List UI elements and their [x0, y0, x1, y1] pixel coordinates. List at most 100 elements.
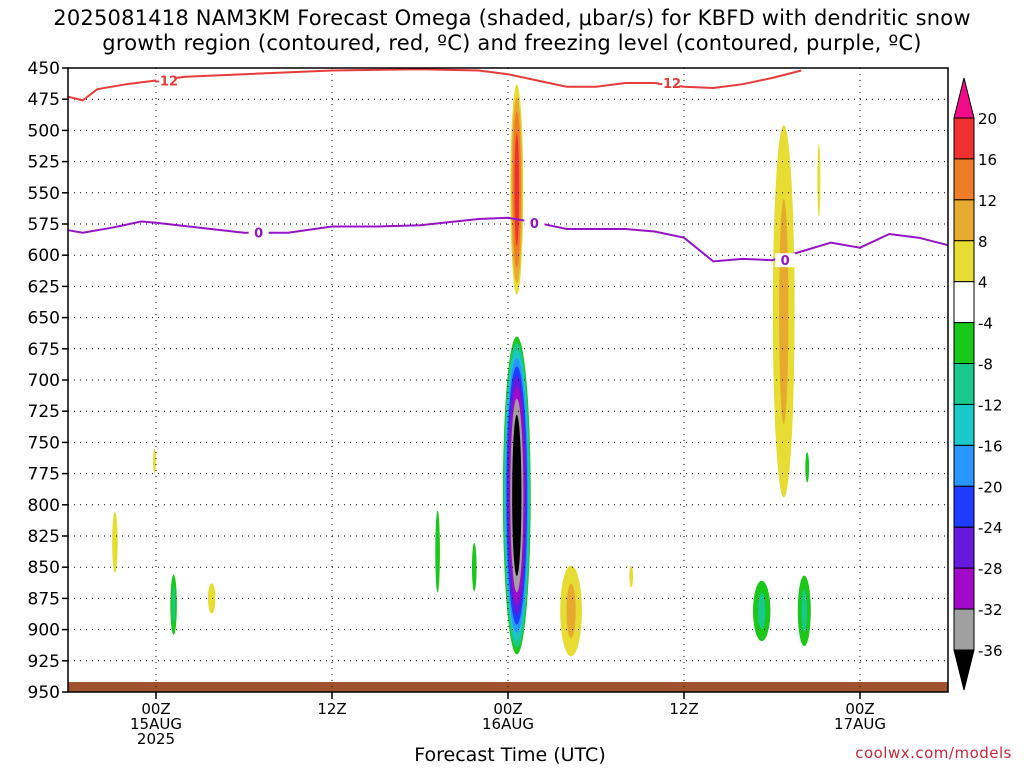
- colorbar-label-7: -12: [978, 396, 1003, 414]
- y-tick-label-500: 500: [28, 121, 60, 141]
- colorbar-band-10: [953, 485, 975, 528]
- y-tick-label-850: 850: [28, 558, 60, 578]
- colorbar-label-4: 4: [978, 274, 988, 292]
- y-tick-label-900: 900: [28, 621, 60, 641]
- dgz-contour-label-bg-1: [659, 75, 680, 90]
- dgz-contour-label-0: -12: [155, 74, 179, 89]
- omega-feature-13: [629, 565, 634, 588]
- x-tick-label-0-1: 15AUG: [130, 715, 182, 733]
- colorbar-top-arrow: [953, 77, 975, 119]
- colorbar-label-12: -32: [978, 601, 1003, 619]
- y-axis: 450 475 500 525 550 575 600 625 650 675 700 725 750 7…: [28, 59, 68, 703]
- colorbar-band-4: [953, 240, 975, 283]
- colorbar-band-3: [953, 199, 975, 242]
- x-tick-label-24-0: 00Z: [493, 700, 522, 718]
- omega-contour-9-1: [758, 592, 766, 630]
- omega-contour-2-1: [779, 198, 789, 424]
- y-tick-label-575: 575: [28, 215, 60, 235]
- colorbar-band-7: [953, 363, 975, 405]
- colorbar-label-13: -36: [978, 642, 1003, 660]
- colorbar-label-9: -20: [978, 478, 1003, 496]
- y-tick-label-800: 800: [28, 496, 60, 516]
- omega-contour-4-0: [112, 511, 118, 573]
- freezing-contour-label-2: 0: [781, 254, 790, 269]
- omega-contour-7-0: [471, 542, 477, 592]
- omega-contour-10-1: [801, 589, 808, 633]
- y-tick-label-950: 950: [28, 683, 60, 703]
- y-tick-label-550: 550: [28, 184, 60, 204]
- x-tick-label-36-0: 12Z: [669, 700, 698, 718]
- colorbar-band-5: [953, 281, 975, 324]
- colorbar-band-12: [953, 567, 975, 610]
- colorbar-bottom-arrow: [953, 649, 975, 691]
- colorbar-label-8: -16: [978, 437, 1003, 455]
- omega-feature-3: [817, 143, 821, 217]
- omega-feature-7: [471, 542, 477, 592]
- grid-lines: [68, 68, 948, 692]
- freezing-contour: 0 0 0: [67, 215, 949, 269]
- colorbar-band-6: [953, 322, 975, 365]
- omega-contour-13-0: [629, 565, 634, 588]
- chart-title: 2025081418 NAM3KM Forecast Omega (shaded…: [53, 6, 971, 55]
- y-tick-label-625: 625: [28, 277, 60, 297]
- omega-feature-6: [435, 510, 440, 593]
- colorbar-label-2: 12: [978, 192, 997, 210]
- colorbar-label-10: -24: [978, 519, 1003, 537]
- omega-feature-5: [208, 583, 216, 614]
- freezing-contour-label-bg-0: [248, 225, 269, 240]
- colorbar-band-2: [953, 158, 975, 201]
- y-tick-label-675: 675: [28, 340, 60, 360]
- colorbar-band-9: [953, 444, 975, 487]
- omega-feature-10: [797, 575, 811, 647]
- colorbar-label-11: -28: [978, 560, 1003, 578]
- colorbar-band-1: [953, 117, 975, 160]
- y-tick-label-475: 475: [28, 90, 60, 110]
- x-tick-label-0-0: 00Z: [141, 700, 170, 718]
- colorbar-band-8: [953, 403, 975, 446]
- omega-contour-14-1: [172, 586, 176, 623]
- omega-contour-8-1: [566, 583, 576, 639]
- y-tick-label-925: 925: [28, 652, 60, 672]
- omega-contour-0-3: [514, 133, 520, 246]
- site-credit[interactable]: coolwx.com/models: [855, 744, 1012, 762]
- y-tick-label-650: 650: [28, 309, 60, 329]
- omega-contour-6-0: [435, 510, 440, 593]
- omega-contour-11-0: [805, 452, 810, 483]
- freezing-contour-label-bg-1: [524, 215, 545, 230]
- y-tick-label-750: 750: [28, 433, 60, 453]
- colorbar-label-3: 8: [978, 233, 988, 251]
- y-tick-label-875: 875: [28, 589, 60, 609]
- freezing-contour-label-1: 0: [530, 217, 539, 232]
- x-tick-label-48-1: 17AUG: [834, 715, 886, 733]
- freezing-contour-label-0: 0: [254, 227, 263, 242]
- x-axis-label: Forecast Time (UTC): [414, 744, 606, 766]
- y-tick-label-450: 450: [28, 59, 60, 79]
- x-tick-label-48-0: 00Z: [845, 700, 874, 718]
- colorbar-label-0: 20: [978, 110, 997, 128]
- omega-feature-14: [170, 574, 177, 635]
- omega-contour-1-8: [512, 414, 522, 576]
- omega-feature-12: [153, 448, 157, 474]
- colorbar-label-5: -4: [978, 315, 993, 333]
- omega-feature-2: [772, 125, 795, 498]
- omega-feature-11: [805, 452, 810, 483]
- colorbar-label-6: -8: [978, 356, 993, 374]
- omega-feature-4: [112, 511, 118, 573]
- y-tick-label-700: 700: [28, 371, 60, 391]
- omega-feature-1: [502, 336, 531, 655]
- plot-area: [68, 68, 948, 692]
- y-tick-label-775: 775: [28, 465, 60, 485]
- omega-contour-5-0: [208, 583, 216, 614]
- colorbar-band-11: [953, 526, 975, 569]
- colorbar-band-13: [953, 608, 975, 651]
- omega-contour-12-0: [153, 448, 157, 474]
- freezing-contour-label-bg-2: [775, 253, 796, 268]
- omega-feature-8: [560, 565, 582, 657]
- colorbar-label-1: 16: [978, 151, 997, 169]
- dgz-contour-label-1: -12: [658, 77, 682, 92]
- x-tick-label-0-2: 2025: [137, 730, 175, 748]
- y-tick-label-525: 525: [28, 153, 60, 173]
- colorbar: 20 16 12 8 4 -4 -8 -12 -16 -20 -24 -28 -32 -36: [953, 77, 1003, 691]
- y-tick-label-725: 725: [28, 402, 60, 422]
